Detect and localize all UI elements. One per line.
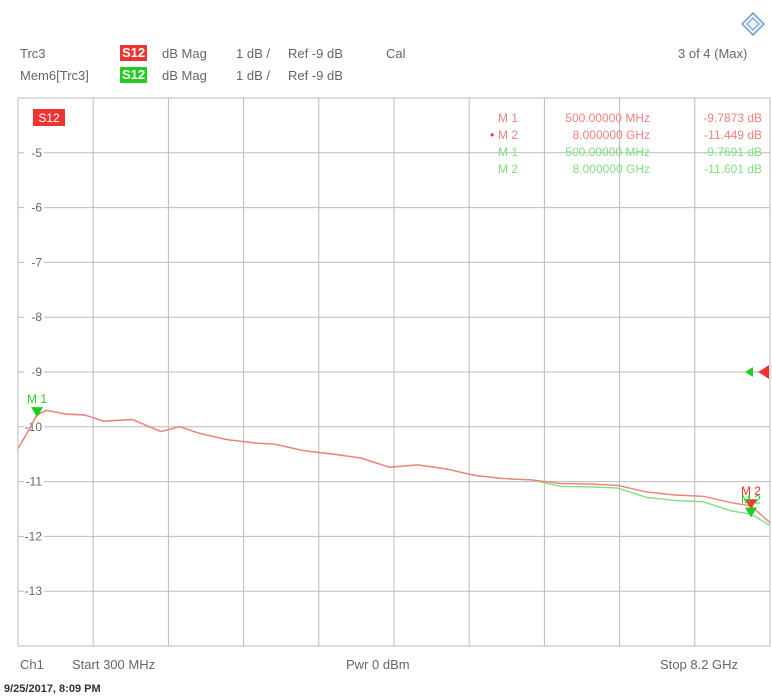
y-tick-label-bg: [24, 528, 44, 544]
power-level: Pwr 0 dBm: [346, 657, 410, 672]
reference-level-indicator: [745, 365, 769, 379]
grid: [17, 97, 771, 647]
memory-trace-format: dB Mag: [162, 68, 207, 83]
marker-table-frequency: 8.000000 GHz: [573, 162, 650, 176]
trace-badge-green: S12: [120, 67, 148, 83]
plot-trace-badge-label: S12: [38, 111, 60, 125]
y-tick-label: -7: [31, 255, 42, 269]
traces: [17, 409, 771, 527]
y-tick-label-bg: [24, 254, 44, 270]
trace-ref: Ref -9 dB: [288, 46, 343, 61]
y-tick-label: -12: [25, 529, 43, 543]
marker-table-value: -9.7691 dB: [703, 145, 762, 159]
marker-table-frequency: 500.00000 MHz: [565, 145, 650, 159]
trace-badge-red: S12: [120, 45, 148, 61]
ref-level-arrow-icon: [745, 367, 753, 377]
timestamp: 9/25/2017, 8:09 PM: [4, 683, 101, 695]
y-tick-label-bg: [24, 309, 44, 325]
stop-frequency: Stop 8.2 GHz: [660, 657, 739, 672]
marker-point-label: M 2: [741, 493, 761, 507]
marker-table: M 1 500.00000 MHz -9.7873 dB • M 2 8.000000 G…: [490, 111, 762, 176]
trace-scale: 1 dB /: [236, 46, 270, 61]
y-tick-label-bg: [24, 364, 44, 379]
trace-line: [17, 409, 771, 524]
memory-trace-scale: 1 dB /: [236, 68, 270, 83]
memory-trace-name: Mem6[Trc3]: [20, 68, 89, 83]
y-tick-label: -9: [31, 365, 42, 379]
marker-table-label: M 1: [498, 111, 518, 125]
trace-count: 3 of 4 (Max): [678, 46, 748, 61]
marker-table-value: -11.601 dB: [704, 162, 762, 176]
marker-table-frequency: 8.000000 GHz: [573, 128, 650, 142]
y-tick-label-bg: [24, 473, 44, 489]
active-marker-dot: •: [490, 128, 494, 142]
trace-format: dB Mag: [162, 46, 207, 61]
marker-triangle-icon: [744, 499, 757, 510]
ref-level-arrow-icon: [758, 365, 769, 379]
marker-table-label: M 1: [498, 145, 518, 159]
marker-point-label: M 2: [741, 484, 761, 498]
marker-table-label: M 2: [498, 162, 518, 176]
trace-name: Trc3: [20, 46, 46, 61]
y-tick-label-bg: [24, 199, 44, 215]
y-tick-label: -8: [31, 310, 42, 324]
y-tick-label-bg: [24, 144, 44, 160]
memory-trace-ref: Ref -9 dB: [288, 68, 343, 83]
marker-table-label: M 2: [498, 128, 518, 142]
y-tick-label: -5: [31, 146, 42, 160]
marker-triangle-icon: [31, 407, 44, 418]
cal-status: Cal: [386, 46, 406, 61]
brand-logo-icon: [741, 12, 765, 36]
y-tick-label-bg: [24, 583, 44, 599]
channel-label: Ch1: [20, 657, 44, 672]
marker-triangle-icon: [744, 507, 757, 518]
marker-points: M 1 M 2M 2: [27, 392, 761, 518]
y-tick-label: -13: [25, 584, 43, 598]
marker-table-value: -9.7873 dB: [703, 111, 762, 125]
plot-trace-badge: [33, 109, 65, 126]
start-frequency: Start 300 MHz: [72, 657, 156, 672]
marker-point-label: M 1: [27, 392, 47, 406]
y-tick-label: -11: [26, 475, 43, 489]
y-tick-labels: -5-6-7-8-9-10-11-12-13: [24, 144, 44, 599]
marker-table-frequency: 500.00000 MHz: [565, 111, 650, 125]
marker-table-value: -11.449 dB: [704, 128, 762, 142]
y-tick-label: -6: [31, 201, 42, 215]
